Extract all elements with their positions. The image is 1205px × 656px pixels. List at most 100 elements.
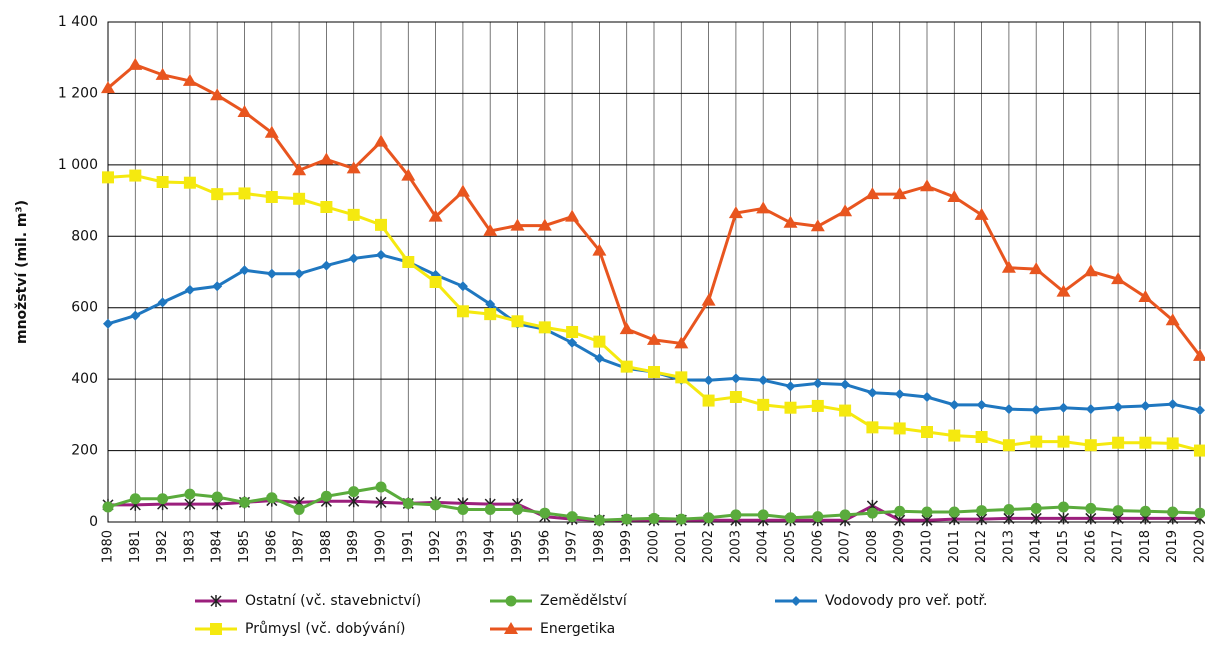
marker: [348, 209, 360, 221]
y-tick-label: 1 200: [58, 85, 98, 101]
marker: [484, 308, 496, 320]
marker: [785, 512, 796, 523]
legend-label: Průmysl (vč. dobývání): [245, 621, 405, 637]
marker: [403, 498, 414, 509]
marker: [703, 395, 715, 407]
marker: [702, 294, 716, 306]
marker: [212, 492, 223, 503]
marker: [894, 422, 906, 434]
marker: [485, 504, 496, 515]
x-tick-label: 2001: [674, 530, 689, 563]
y-tick-label: 800: [71, 228, 98, 244]
x-tick-label: 2004: [756, 530, 771, 563]
x-tick-label: 1995: [510, 530, 525, 563]
x-tick-label: 1997: [565, 530, 580, 563]
x-tick-label: 2003: [728, 530, 743, 563]
marker: [348, 486, 359, 497]
legend-item: Energetika: [490, 621, 615, 637]
marker: [1139, 437, 1151, 449]
marker: [539, 321, 551, 333]
marker: [157, 176, 169, 188]
marker: [976, 431, 988, 443]
marker: [512, 504, 523, 515]
marker: [457, 305, 469, 317]
marker: [103, 319, 113, 329]
marker: [266, 191, 278, 203]
marker: [376, 482, 387, 493]
x-tick-label: 2006: [810, 530, 825, 563]
marker: [1167, 507, 1178, 518]
marker: [1167, 437, 1179, 449]
marker: [376, 250, 386, 260]
marker: [704, 375, 714, 385]
marker: [840, 380, 850, 390]
marker: [294, 269, 304, 279]
marker: [731, 373, 741, 383]
y-tick-label: 0: [89, 514, 98, 530]
x-tick-label: 2000: [647, 530, 662, 563]
legend-label: Vodovody pro veř. potř.: [825, 593, 987, 609]
marker: [184, 489, 195, 500]
marker: [975, 208, 989, 220]
y-tick-label: 600: [71, 300, 98, 316]
x-tick-label: 1984: [210, 530, 225, 563]
marker: [512, 315, 524, 327]
marker: [239, 187, 251, 199]
x-tick-label: 1981: [128, 530, 143, 563]
marker: [730, 509, 741, 520]
marker: [786, 381, 796, 391]
x-tick-label: 2009: [892, 530, 907, 563]
legend-label: Energetika: [540, 621, 615, 637]
x-tick-label: 2008: [865, 530, 880, 563]
y-axis-label: množství (mil. m³): [14, 200, 30, 344]
marker: [839, 405, 851, 417]
x-tick-label: 2010: [920, 530, 935, 563]
y-tick-label: 1 000: [58, 157, 98, 173]
marker: [813, 378, 823, 388]
marker: [566, 326, 578, 338]
marker: [1003, 504, 1014, 515]
marker: [812, 400, 824, 412]
marker: [922, 507, 933, 518]
marker: [1004, 404, 1014, 414]
x-tick-label: 2002: [701, 530, 716, 563]
marker: [703, 512, 714, 523]
marker: [812, 511, 823, 522]
marker: [320, 201, 332, 213]
marker: [430, 499, 441, 510]
marker: [157, 493, 168, 504]
marker: [621, 514, 632, 525]
marker: [895, 389, 905, 399]
x-tick-label: 2011: [947, 530, 962, 563]
x-tick-label: 2016: [1083, 530, 1098, 563]
marker: [1058, 436, 1070, 448]
x-tick-label: 1996: [537, 530, 552, 563]
x-tick-label: 2005: [783, 530, 798, 563]
marker: [430, 276, 442, 288]
marker: [894, 506, 905, 517]
marker: [1085, 503, 1096, 514]
x-tick-label: 2013: [1001, 530, 1016, 563]
marker: [1140, 401, 1150, 411]
marker: [374, 135, 388, 147]
marker: [238, 105, 252, 117]
marker: [211, 188, 223, 200]
x-tick-label: 2020: [1193, 530, 1205, 563]
marker: [976, 505, 987, 516]
marker: [1140, 506, 1151, 517]
x-tick-label: 2015: [1056, 530, 1071, 563]
x-tick-label: 1990: [374, 530, 389, 563]
legend-item: Ostatní (vč. stavebnictví): [195, 593, 421, 609]
x-tick-label: 1999: [619, 530, 634, 563]
marker: [648, 366, 660, 378]
marker: [730, 391, 742, 403]
marker: [1003, 439, 1015, 451]
marker: [1194, 445, 1205, 457]
marker: [758, 509, 769, 520]
marker: [1195, 508, 1205, 519]
marker: [866, 421, 878, 433]
marker: [1138, 290, 1152, 302]
y-tick-label: 200: [71, 443, 98, 459]
marker: [294, 504, 305, 515]
marker: [594, 515, 605, 526]
